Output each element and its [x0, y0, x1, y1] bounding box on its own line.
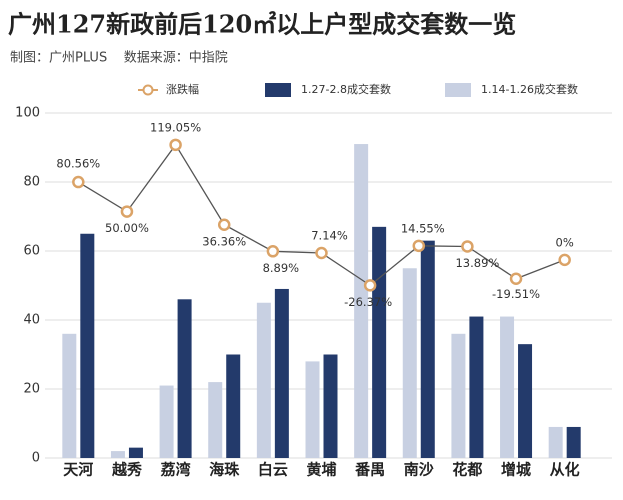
legend-label: 1.14-1.26成交套数	[481, 82, 578, 96]
y-tick-label: 0	[32, 451, 40, 466]
x-tick-label: 番禺	[354, 461, 385, 479]
y-tick-label: 60	[23, 244, 40, 259]
line-marker	[120, 205, 134, 218]
bar	[159, 385, 174, 458]
legend-label: 1.27-2.8成交套数	[301, 82, 391, 96]
line-marker	[72, 175, 85, 189]
bar	[469, 316, 484, 458]
data-label: 7.14%	[311, 228, 348, 242]
bar	[372, 226, 387, 458]
x-tick-label: 天河	[63, 461, 93, 479]
bar	[274, 288, 289, 458]
data-label: 13.89%	[455, 256, 499, 270]
line-marker	[558, 253, 571, 267]
x-tick-label: 黄埔	[306, 461, 336, 479]
line-marker	[461, 240, 474, 253]
data-label: 14.55%	[401, 221, 445, 235]
bar	[500, 316, 515, 458]
bar	[208, 382, 223, 458]
line-marker	[315, 246, 328, 260]
bar	[420, 240, 435, 458]
line-marker	[217, 218, 231, 232]
line-marker	[266, 245, 280, 258]
bar	[256, 302, 271, 458]
line-marker	[509, 272, 523, 285]
chart-subtitle: 制图：广州PLUS 数据来源：中指院	[10, 51, 228, 66]
data-label: 119.05%	[150, 120, 201, 134]
bar	[80, 233, 95, 458]
y-tick-label: 80	[23, 175, 40, 190]
data-label: 0%	[556, 235, 574, 249]
x-tick-label: 荔湾	[161, 461, 191, 479]
bar	[226, 354, 241, 458]
x-tick-label: 南沙	[404, 461, 434, 479]
data-label: 36.36%	[202, 234, 246, 248]
line-marker	[169, 138, 182, 152]
bar	[451, 333, 466, 458]
bar	[323, 354, 338, 458]
bar	[402, 268, 417, 458]
bar	[518, 344, 533, 458]
bar	[354, 144, 369, 459]
x-tick-label: 越秀	[111, 461, 143, 479]
data-label: 50.00%	[105, 221, 149, 235]
legend-swatch	[445, 83, 471, 97]
line-marker	[363, 279, 377, 292]
line-marker	[412, 239, 426, 253]
bar	[566, 426, 581, 458]
x-tick-label: 从化	[550, 461, 580, 479]
x-tick-label: 花都	[452, 461, 482, 479]
x-tick-label: 白云	[258, 461, 288, 479]
bar	[110, 451, 125, 458]
bar	[177, 299, 192, 458]
data-label: -19.51%	[492, 287, 540, 301]
data-label: -26.37%	[344, 295, 392, 309]
bar	[128, 447, 143, 458]
data-label: 80.56%	[56, 157, 100, 171]
legend-label: 涨跌幅	[166, 82, 199, 96]
bar	[305, 361, 320, 458]
y-tick-label: 40	[23, 313, 40, 328]
legend-marker	[142, 84, 154, 96]
x-tick-label: 增城	[501, 461, 531, 479]
x-tick-label: 海珠	[209, 461, 240, 479]
y-tick-label: 20	[23, 382, 40, 397]
y-tick-label: 100	[15, 106, 40, 121]
legend-swatch	[265, 83, 291, 97]
data-label: 8.89%	[263, 261, 300, 275]
bar	[62, 333, 77, 458]
chart-title: 广州127新政前后120㎡以上户型成交套数一览	[8, 10, 516, 39]
bar	[548, 426, 563, 458]
